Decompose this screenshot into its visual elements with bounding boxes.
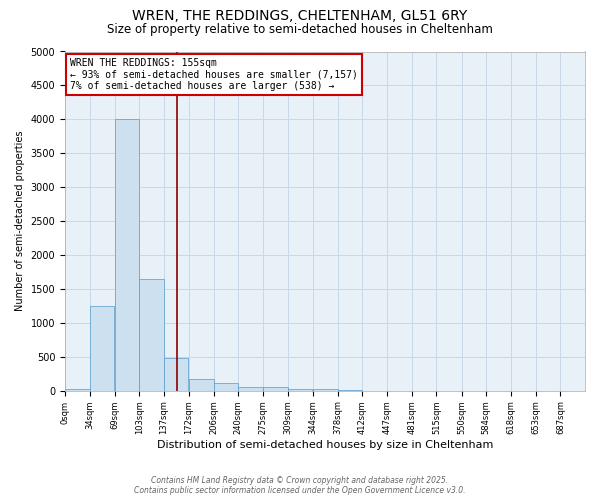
Text: Contains HM Land Registry data © Crown copyright and database right 2025.
Contai: Contains HM Land Registry data © Crown c… [134,476,466,495]
Bar [164,358,188,390]
Bar [65,388,89,390]
Bar [313,389,338,390]
Text: WREN THE REDDINGS: 155sqm
← 93% of semi-detached houses are smaller (7,157)
7% o: WREN THE REDDINGS: 155sqm ← 93% of semi-… [70,58,358,92]
Text: Size of property relative to semi-detached houses in Cheltenham: Size of property relative to semi-detach… [107,22,493,36]
X-axis label: Distribution of semi-detached houses by size in Cheltenham: Distribution of semi-detached houses by … [157,440,493,450]
Bar [89,306,114,390]
Bar [238,386,263,390]
Bar [214,384,238,390]
Y-axis label: Number of semi-detached properties: Number of semi-detached properties [15,131,25,312]
Text: WREN, THE REDDINGS, CHELTENHAM, GL51 6RY: WREN, THE REDDINGS, CHELTENHAM, GL51 6RY [133,9,467,23]
Bar [189,379,214,390]
Bar [263,388,288,390]
Bar [288,388,313,390]
Bar [139,279,164,390]
Bar [115,120,139,390]
